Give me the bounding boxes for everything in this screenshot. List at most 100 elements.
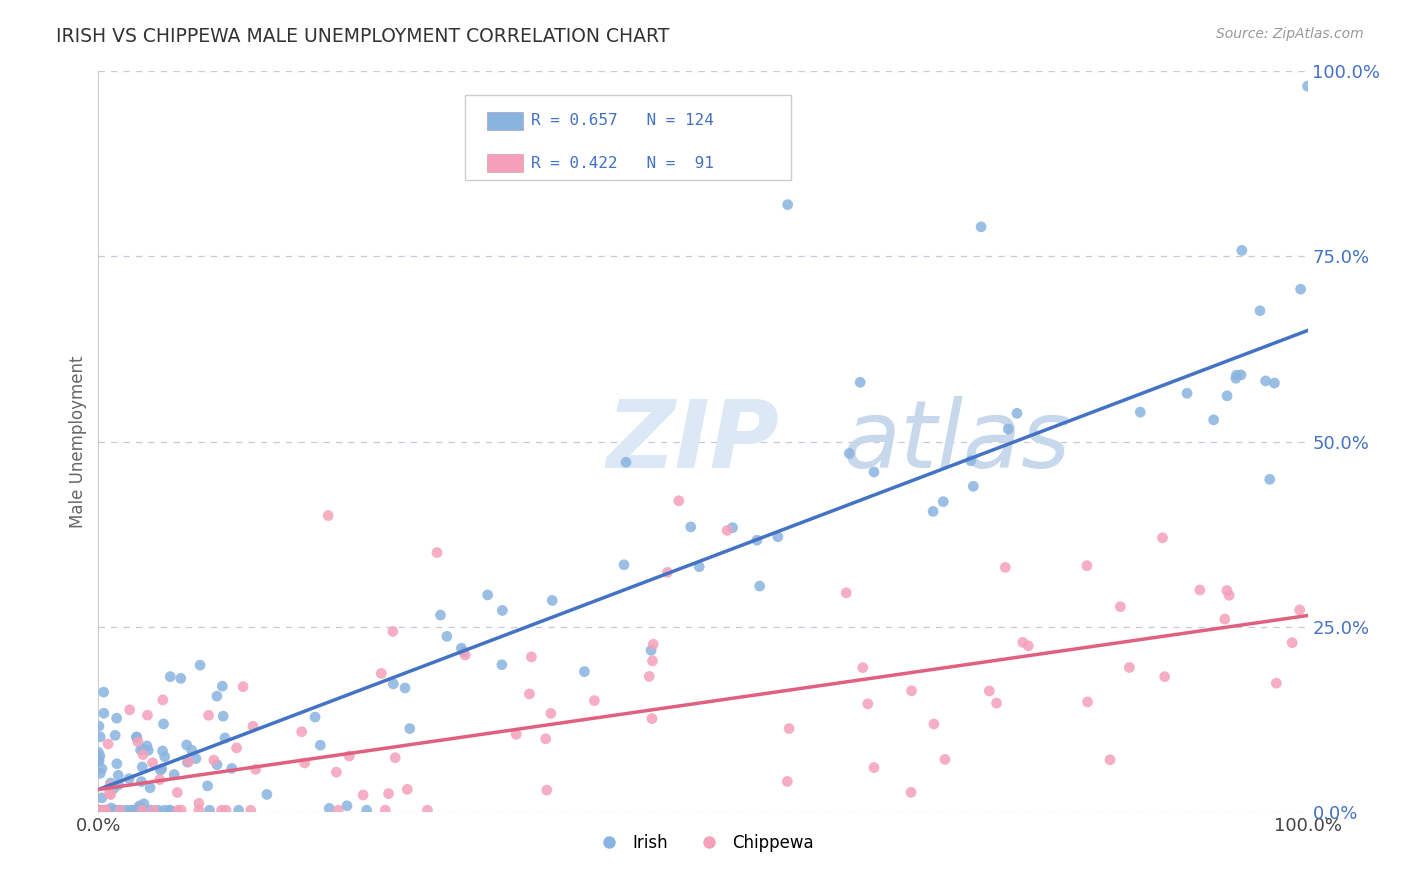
Point — [863, 465, 886, 479]
Point — [163, 767, 186, 781]
Point — [159, 670, 181, 684]
Point — [398, 722, 420, 736]
Point — [641, 712, 664, 726]
Point — [202, 753, 225, 767]
Point — [1258, 472, 1281, 486]
Legend: Irish, Chippewa: Irish, Chippewa — [585, 828, 821, 859]
Point — [89, 749, 111, 764]
Point — [900, 683, 922, 698]
Point — [835, 586, 858, 600]
Point — [997, 422, 1019, 436]
Point — [1202, 413, 1225, 427]
Point — [176, 738, 198, 752]
Point — [118, 703, 141, 717]
Text: ZIP: ZIP — [606, 395, 779, 488]
Point — [177, 755, 200, 769]
Point — [152, 693, 174, 707]
Point — [215, 803, 238, 817]
Point — [153, 803, 176, 817]
Point — [328, 803, 350, 817]
Point — [748, 579, 770, 593]
Point — [962, 479, 984, 493]
Point — [152, 717, 174, 731]
Point — [205, 757, 228, 772]
Point — [94, 803, 117, 817]
Point — [852, 660, 875, 674]
Point — [679, 520, 702, 534]
Point — [170, 672, 193, 686]
Point — [491, 657, 513, 672]
Point — [1225, 371, 1247, 385]
Point — [959, 453, 981, 467]
Point — [214, 731, 236, 745]
Point — [934, 752, 956, 766]
Point — [1288, 603, 1310, 617]
Point — [396, 782, 419, 797]
Point — [232, 680, 254, 694]
Point — [139, 803, 162, 817]
Point — [1230, 244, 1253, 258]
Text: R = 0.422   N =  91: R = 0.422 N = 91 — [531, 156, 714, 170]
Point — [188, 658, 211, 673]
Point — [103, 781, 125, 796]
Point — [291, 724, 314, 739]
Point — [394, 681, 416, 695]
Point — [125, 730, 148, 744]
Point — [256, 788, 278, 802]
Point — [838, 446, 860, 460]
Point — [1225, 368, 1247, 383]
Point — [205, 689, 228, 703]
Point — [1265, 676, 1288, 690]
Point — [1216, 583, 1239, 598]
Point — [382, 677, 405, 691]
Point — [132, 742, 155, 756]
Point — [187, 803, 209, 817]
Point — [107, 778, 129, 792]
Point — [979, 684, 1001, 698]
Point — [436, 629, 458, 643]
Text: R = 0.657   N = 124: R = 0.657 N = 124 — [531, 113, 714, 128]
Point — [994, 560, 1017, 574]
Point — [136, 743, 159, 757]
Point — [922, 717, 945, 731]
Point — [688, 559, 710, 574]
Point — [108, 803, 131, 817]
Point — [477, 588, 499, 602]
Point — [534, 731, 557, 746]
Point — [87, 745, 110, 759]
Point — [336, 798, 359, 813]
Point — [89, 803, 111, 817]
Point — [125, 730, 148, 744]
Point — [93, 706, 115, 721]
Point — [128, 799, 150, 814]
Point — [136, 708, 159, 723]
Point — [153, 749, 176, 764]
Point — [104, 803, 127, 817]
Point — [453, 645, 475, 659]
Point — [146, 803, 169, 817]
Point — [668, 493, 690, 508]
FancyBboxPatch shape — [486, 154, 523, 172]
Point — [541, 593, 564, 607]
Point — [1118, 660, 1140, 674]
Point — [318, 801, 340, 815]
Point — [325, 765, 347, 780]
Point — [180, 743, 202, 757]
Y-axis label: Male Unemployment: Male Unemployment — [69, 355, 87, 528]
Point — [1296, 79, 1319, 94]
Point — [356, 803, 378, 817]
Point — [337, 749, 360, 764]
Point — [90, 803, 112, 817]
Point — [100, 776, 122, 790]
Point — [416, 803, 439, 817]
Point — [97, 737, 120, 751]
Point — [932, 494, 955, 508]
Point — [863, 761, 886, 775]
Point — [491, 603, 513, 617]
Point — [657, 566, 679, 580]
Point — [613, 558, 636, 572]
Point — [142, 803, 165, 817]
Point — [87, 752, 110, 766]
Point — [93, 685, 115, 699]
Point — [643, 637, 665, 651]
